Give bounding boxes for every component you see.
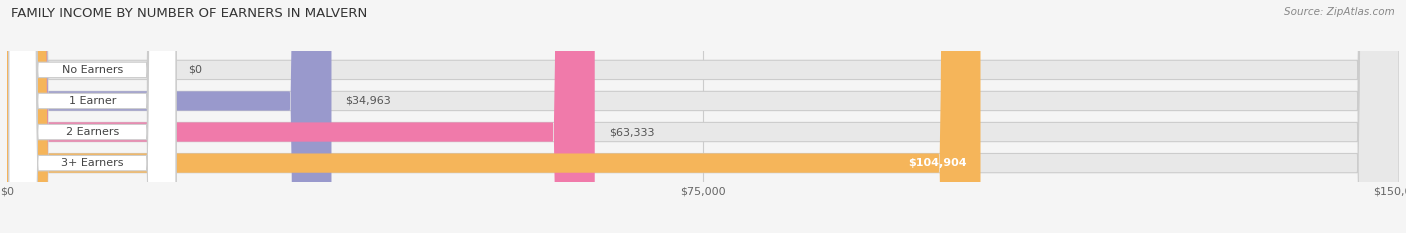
FancyBboxPatch shape — [7, 0, 595, 233]
FancyBboxPatch shape — [7, 0, 332, 233]
FancyBboxPatch shape — [7, 0, 1399, 233]
FancyBboxPatch shape — [8, 0, 176, 233]
FancyBboxPatch shape — [7, 0, 980, 233]
FancyBboxPatch shape — [8, 0, 176, 233]
Text: No Earners: No Earners — [62, 65, 124, 75]
Text: 3+ Earners: 3+ Earners — [60, 158, 124, 168]
FancyBboxPatch shape — [8, 0, 176, 233]
Text: $104,904: $104,904 — [908, 158, 966, 168]
Text: $34,963: $34,963 — [346, 96, 391, 106]
FancyBboxPatch shape — [7, 0, 1399, 233]
Text: 1 Earner: 1 Earner — [69, 96, 117, 106]
Text: 2 Earners: 2 Earners — [66, 127, 120, 137]
FancyBboxPatch shape — [7, 0, 1399, 233]
Text: FAMILY INCOME BY NUMBER OF EARNERS IN MALVERN: FAMILY INCOME BY NUMBER OF EARNERS IN MA… — [11, 7, 367, 20]
FancyBboxPatch shape — [7, 0, 1399, 233]
Text: $0: $0 — [188, 65, 202, 75]
Text: Source: ZipAtlas.com: Source: ZipAtlas.com — [1284, 7, 1395, 17]
Text: $63,333: $63,333 — [609, 127, 654, 137]
FancyBboxPatch shape — [8, 0, 176, 233]
